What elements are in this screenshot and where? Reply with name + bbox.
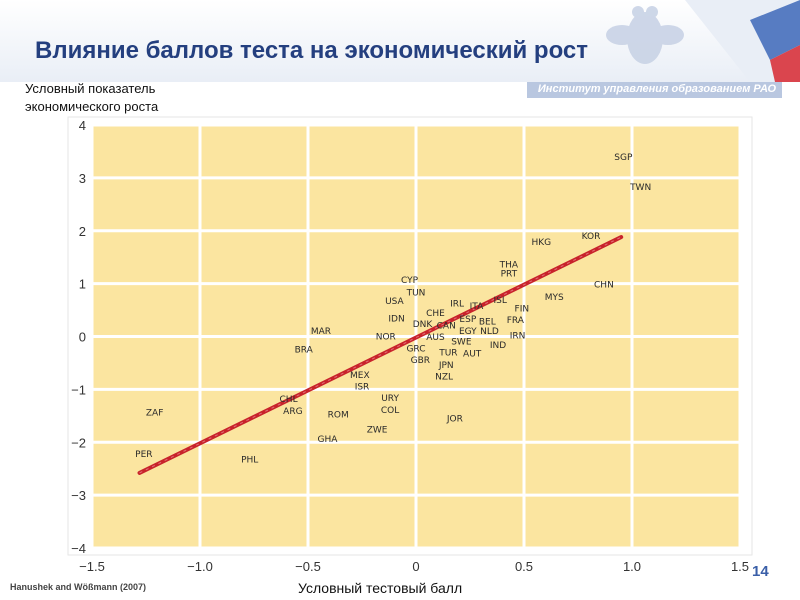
data-point-chl: CHL [280, 395, 298, 405]
data-point-aut: AUT [463, 349, 482, 359]
data-point-mys: MYS [545, 293, 564, 303]
data-point-fra: FRA [507, 316, 525, 326]
y-tick-label: −1 [71, 382, 86, 397]
x-tick-label: −1.0 [187, 559, 213, 574]
y-tick-label: −2 [71, 435, 86, 450]
data-point-arg: ARG [283, 407, 302, 417]
data-point-ita: ITA [470, 302, 484, 312]
data-point-tun: TUN [406, 289, 426, 299]
data-point-irl: IRL [450, 300, 464, 310]
slide-title: Влияние баллов теста на экономический ро… [35, 37, 589, 64]
data-point-egy: EGY [459, 327, 477, 337]
data-point-mar: MAR [311, 327, 331, 337]
data-point-ind: IND [490, 341, 506, 351]
institute-bar: Институт управления образованием РАО [527, 82, 782, 98]
data-point-twn: TWN [629, 183, 651, 193]
data-point-fin: FIN [515, 304, 530, 314]
data-point-rom: ROM [328, 411, 349, 421]
data-point-isr: ISR [355, 383, 370, 393]
data-point-nld: NLD [480, 327, 499, 337]
data-point-tha: THA [499, 261, 519, 271]
y-axis-caption-line1: Условный показатель [25, 81, 156, 96]
data-point-cyp: CYP [401, 276, 419, 286]
data-point-kor: KOR [582, 232, 601, 242]
data-point-idn: IDN [388, 314, 404, 324]
data-point-zwe: ZWE [367, 426, 388, 436]
x-tick-label: 1.5 [731, 559, 749, 574]
data-point-swe: SWE [451, 338, 472, 348]
data-point-zaf: ZAF [146, 409, 164, 419]
x-tick-label: 0.5 [515, 559, 533, 574]
data-point-bel: BEL [479, 318, 496, 328]
data-point-gbr: GBR [411, 356, 430, 366]
y-tick-label: 2 [79, 224, 86, 239]
data-point-che: CHE [426, 309, 445, 319]
x-tick-label: 0 [412, 559, 419, 574]
data-point-dnk: DNK [413, 320, 434, 330]
y-axis-caption: Условный показатель экономического роста [25, 80, 158, 116]
y-axis-caption-line2: экономического роста [25, 99, 159, 114]
data-point-hkg: HKG [531, 238, 551, 248]
x-axis-caption: Условный тестовый балл [298, 580, 463, 596]
data-point-grc: GRC [406, 345, 425, 355]
page-number: 14 [752, 563, 769, 580]
y-tick-label: −3 [71, 488, 86, 503]
data-point-isl: ISL [494, 296, 507, 306]
source-credit: Hanushek and Wößmann (2007) [10, 582, 147, 592]
x-tick-label: −1.5 [79, 559, 105, 574]
y-tick-label: 4 [79, 118, 86, 133]
data-point-esp: ESP [459, 315, 476, 325]
data-point-phl: PHL [241, 456, 258, 466]
header-banner [0, 0, 800, 82]
data-point-irn: IRN [510, 331, 526, 341]
y-tick-label: −4 [71, 541, 86, 556]
data-point-jor: JOR [446, 414, 463, 424]
data-point-nor: NOR [376, 332, 396, 342]
data-point-ury: URY [381, 394, 399, 404]
x-tick-label: −0.5 [295, 559, 321, 574]
data-point-mex: MEX [350, 371, 370, 381]
trend-line-highlight [139, 236, 622, 474]
data-point-can: CAN [437, 321, 456, 331]
data-point-col: COL [381, 406, 399, 416]
data-point-chn: CHN [594, 281, 614, 291]
data-point-tur: TUR [438, 348, 457, 358]
data-point-aus: AUS [426, 333, 445, 343]
data-point-sgp: SGP [614, 153, 633, 163]
data-point-usa: USA [385, 297, 404, 307]
data-point-per: PER [135, 450, 152, 460]
y-tick-label: 1 [79, 277, 86, 292]
data-point-nzl: NZL [435, 373, 453, 383]
y-tick-label: 0 [79, 330, 86, 345]
data-point-gha: GHA [317, 435, 338, 445]
x-tick-label: 1.0 [623, 559, 641, 574]
data-point-jpn: JPN [438, 361, 454, 371]
institute-name: Институт управления образованием РАО [537, 83, 776, 95]
y-tick-label: 3 [79, 171, 86, 186]
data-point-bra: BRA [295, 346, 314, 356]
data-point-prt: PRT [501, 270, 518, 280]
flag-emblem-graphic [606, 0, 800, 82]
